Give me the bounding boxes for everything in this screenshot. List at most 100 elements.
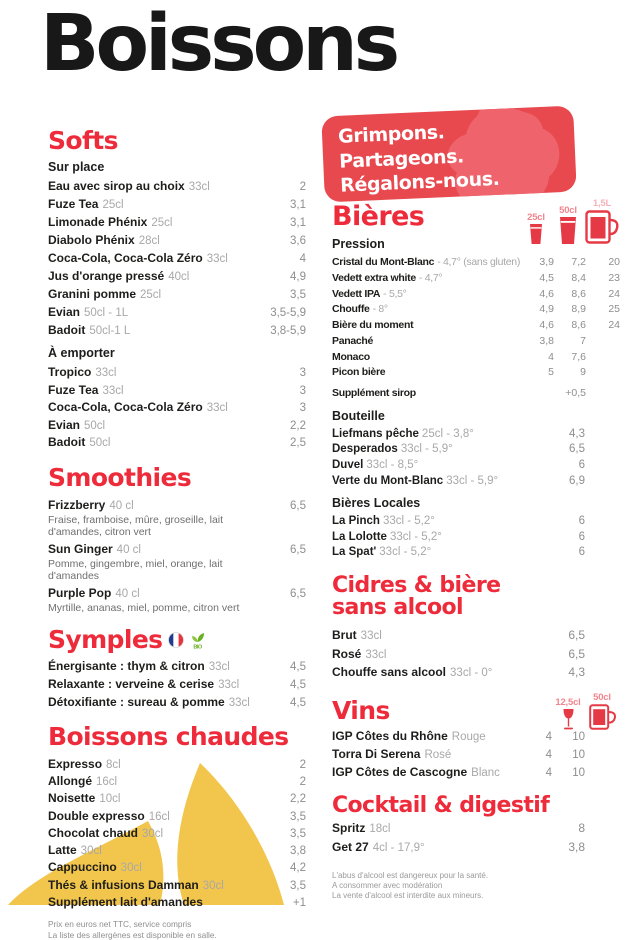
item-name: Double expresso 16cl	[48, 808, 170, 825]
item-name: Tropico 33cl	[48, 364, 116, 381]
bieres-locales-label: Bières Locales	[332, 495, 421, 510]
item-name-text: Jus d'orange pressé	[48, 268, 165, 283]
item-name: Chocolat chaud 30cl	[48, 825, 163, 842]
item-name: Picon bière	[332, 365, 524, 381]
item-name-text: Cristal du Mont-Blanc	[332, 256, 435, 269]
item-name: Liefmans pêche 25cl - 3,8°	[332, 427, 550, 443]
item-name-text: Vedett extra white	[332, 272, 416, 285]
item-price: 3,8-5,9	[270, 324, 306, 337]
item-detail: 4cl - 17,9°	[372, 841, 425, 854]
item-name-text: Torra Di Serena	[332, 747, 421, 762]
item-name-text: Diabolo Phénix	[48, 232, 135, 247]
item-detail: - 5,5°	[383, 287, 407, 300]
item-name-text: Desperados	[332, 443, 398, 456]
item-name-text: Badoit	[48, 435, 86, 450]
group-label: À emporter	[48, 346, 115, 361]
item-volume: 16cl	[148, 810, 170, 823]
item-detail: 33cl - 5,2°	[382, 514, 435, 527]
item-name-text: Badoit	[48, 322, 86, 337]
menu-item-row: Frizzberry 40 cl 6,5	[48, 498, 306, 514]
item-price: 6	[578, 546, 585, 559]
item-volume: 33cl	[95, 367, 117, 380]
item-name-text: Vedett IPA	[332, 287, 381, 300]
item-volume: 25cl	[151, 217, 173, 230]
item-price: 6,9	[569, 475, 585, 488]
item-description: Pomme, gingembre, miel, orange, lait d'a…	[48, 557, 223, 583]
menu-item-row: Badoit 50cl 2,5	[48, 434, 306, 451]
item-price: 6	[578, 530, 585, 543]
item-name: Frizzberry 40 cl	[48, 498, 134, 514]
item-name: Jus d'orange pressé 40cl	[48, 268, 189, 286]
beer-row: Desperados 33cl - 5,9° 6,5	[332, 442, 620, 458]
item-volume: 33cl	[206, 402, 228, 415]
item-name-text: IGP Côtes du Rhône	[332, 729, 448, 744]
menu-item-row: Diabolo Phénix 28cl 3,6	[48, 232, 306, 250]
item-name: Énergisante : thym & citron 33cl	[48, 658, 230, 676]
item-name: Limonade Phénix 25cl	[48, 214, 172, 232]
menu-item-row: Granini pomme 25cl 3,5	[48, 286, 306, 304]
size-label: 12,5cl	[555, 697, 581, 709]
item-volume: 50cl	[84, 419, 106, 432]
item-name-text: Détoxifiante : sureau & pomme	[48, 695, 225, 710]
item-price: 3,5	[290, 288, 306, 301]
bieres-heading: Bières	[332, 201, 425, 232]
menu-item-row: Sun Ginger 40 cl 6,5	[48, 542, 306, 558]
price-25cl: 4,5	[539, 272, 554, 285]
item-price: 2	[299, 181, 306, 194]
price-50cl: 8,6	[571, 287, 586, 300]
item-name-text: Sun Ginger	[48, 541, 113, 556]
section-softs: Softs Sur place Eau avec sirop au choix 3…	[48, 127, 306, 451]
item-detail: Rosé	[424, 749, 452, 762]
price-12-5cl: 4	[545, 731, 552, 744]
item-name: Get 27 4cl - 17,9°	[332, 839, 550, 857]
item-volume: 25cl	[102, 199, 124, 212]
item-name: Purple Pop 40 cl	[48, 586, 140, 602]
item-volume: 28cl	[138, 234, 160, 247]
bouteille-list: Liefmans pêche 25cl - 3,8° 4,3 Desperados…	[332, 427, 620, 490]
item-price: 4,5	[290, 679, 306, 692]
size-col-1-5l: 1,5L	[584, 198, 620, 244]
yellow-leaves-decoration	[8, 763, 284, 905]
smoothies-list: Frizzberry 40 cl 6,5 Fraise, framboise, m…	[48, 498, 306, 615]
item-name-text: Coca-Cola, Coca-Cola Zéro	[48, 400, 203, 415]
vins-list: IGP Côtes du Rhône Rouge 4 10 Torra Di Se…	[332, 728, 620, 782]
wine-row: IGP Côtes de Cascogne Blanc 4 10	[332, 764, 585, 782]
menu-item-row: Spritz 18cl 8	[332, 820, 620, 838]
item-name: Brut 33cl	[332, 627, 550, 645]
item-name: Bière du moment	[332, 318, 524, 334]
item-name: Cappuccino 30cl	[48, 859, 142, 876]
item-name: Fuze Tea 33cl	[48, 382, 124, 399]
price-50cl: 10	[572, 749, 585, 762]
price-50cl: +0,5	[565, 386, 586, 399]
item-name: Sun Ginger 40 cl	[48, 542, 141, 558]
item-name: Eau avec sirop au choix 33cl	[48, 178, 210, 196]
item-detail: Rouge	[451, 731, 486, 744]
item-price: 6,5	[290, 499, 306, 512]
item-name-text: Cappuccino	[48, 860, 117, 875]
item-price: 4,3	[568, 664, 585, 679]
item-price: 3	[299, 367, 306, 380]
beer-row: Vedett IPA - 5,5° 4,6 8,6 24	[332, 287, 620, 303]
group-label: Sur place	[48, 160, 105, 175]
cocktail-heading: Cocktail & digestif	[332, 793, 550, 819]
item-price: 6,5	[290, 587, 306, 600]
item-name-text: Spritz	[332, 821, 366, 836]
symples-heading-row: Symples BIO	[48, 626, 306, 653]
size-col-25cl: 25cl	[520, 212, 552, 244]
wine-size-header: 12,5cl 50cl	[552, 692, 620, 730]
french-flag-icon	[168, 632, 185, 649]
item-name-text: Noisette	[48, 791, 96, 806]
beer-row: Verte du Mont-Blanc 33cl - 5,9° 6,9	[332, 474, 620, 490]
item-name: Supplément lait d'amandes	[48, 894, 207, 911]
item-name-text: Thés & infusions Damman	[48, 877, 199, 892]
item-name: Vedett IPA - 5,5°	[332, 287, 524, 303]
footer-line: La liste des allergènes est disponible e…	[48, 929, 217, 940]
item-name-text: Purple Pop	[48, 585, 112, 600]
item-name: Spritz 18cl	[332, 820, 550, 838]
size-col-12-5cl: 12,5cl	[552, 697, 584, 730]
item-detail: 33cl - 5,9°	[400, 443, 453, 456]
item-name: Monaco	[332, 350, 524, 366]
price-50cl: 8,6	[571, 319, 586, 332]
item-name: La Pinch 33cl - 5,2°	[332, 514, 550, 530]
small-beer-glass-icon	[530, 224, 542, 244]
